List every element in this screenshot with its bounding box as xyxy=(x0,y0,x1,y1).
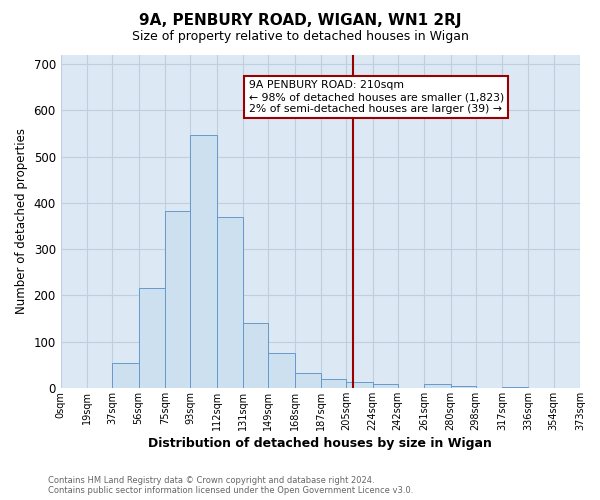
Bar xyxy=(502,386,529,388)
Text: Contains public sector information licensed under the Open Government Licence v3: Contains public sector information licen… xyxy=(48,486,413,495)
Bar xyxy=(451,386,476,388)
Bar xyxy=(321,378,346,388)
Bar xyxy=(346,382,373,388)
Text: Contains HM Land Registry data © Crown copyright and database right 2024.: Contains HM Land Registry data © Crown c… xyxy=(48,476,374,485)
Text: 9A PENBURY ROAD: 210sqm
← 98% of detached houses are smaller (1,823)
2% of semi-: 9A PENBURY ROAD: 210sqm ← 98% of detache… xyxy=(248,80,504,114)
Bar xyxy=(295,372,321,388)
Bar xyxy=(217,217,243,388)
Bar xyxy=(190,135,217,388)
Bar xyxy=(139,288,165,388)
Text: Size of property relative to detached houses in Wigan: Size of property relative to detached ho… xyxy=(131,30,469,43)
Bar xyxy=(268,353,295,388)
Bar xyxy=(165,212,190,388)
Bar xyxy=(424,384,451,388)
Bar xyxy=(243,323,268,388)
X-axis label: Distribution of detached houses by size in Wigan: Distribution of detached houses by size … xyxy=(148,437,492,450)
Text: 9A, PENBURY ROAD, WIGAN, WN1 2RJ: 9A, PENBURY ROAD, WIGAN, WN1 2RJ xyxy=(139,12,461,28)
Y-axis label: Number of detached properties: Number of detached properties xyxy=(15,128,28,314)
Bar xyxy=(373,384,398,388)
Bar xyxy=(112,364,139,388)
